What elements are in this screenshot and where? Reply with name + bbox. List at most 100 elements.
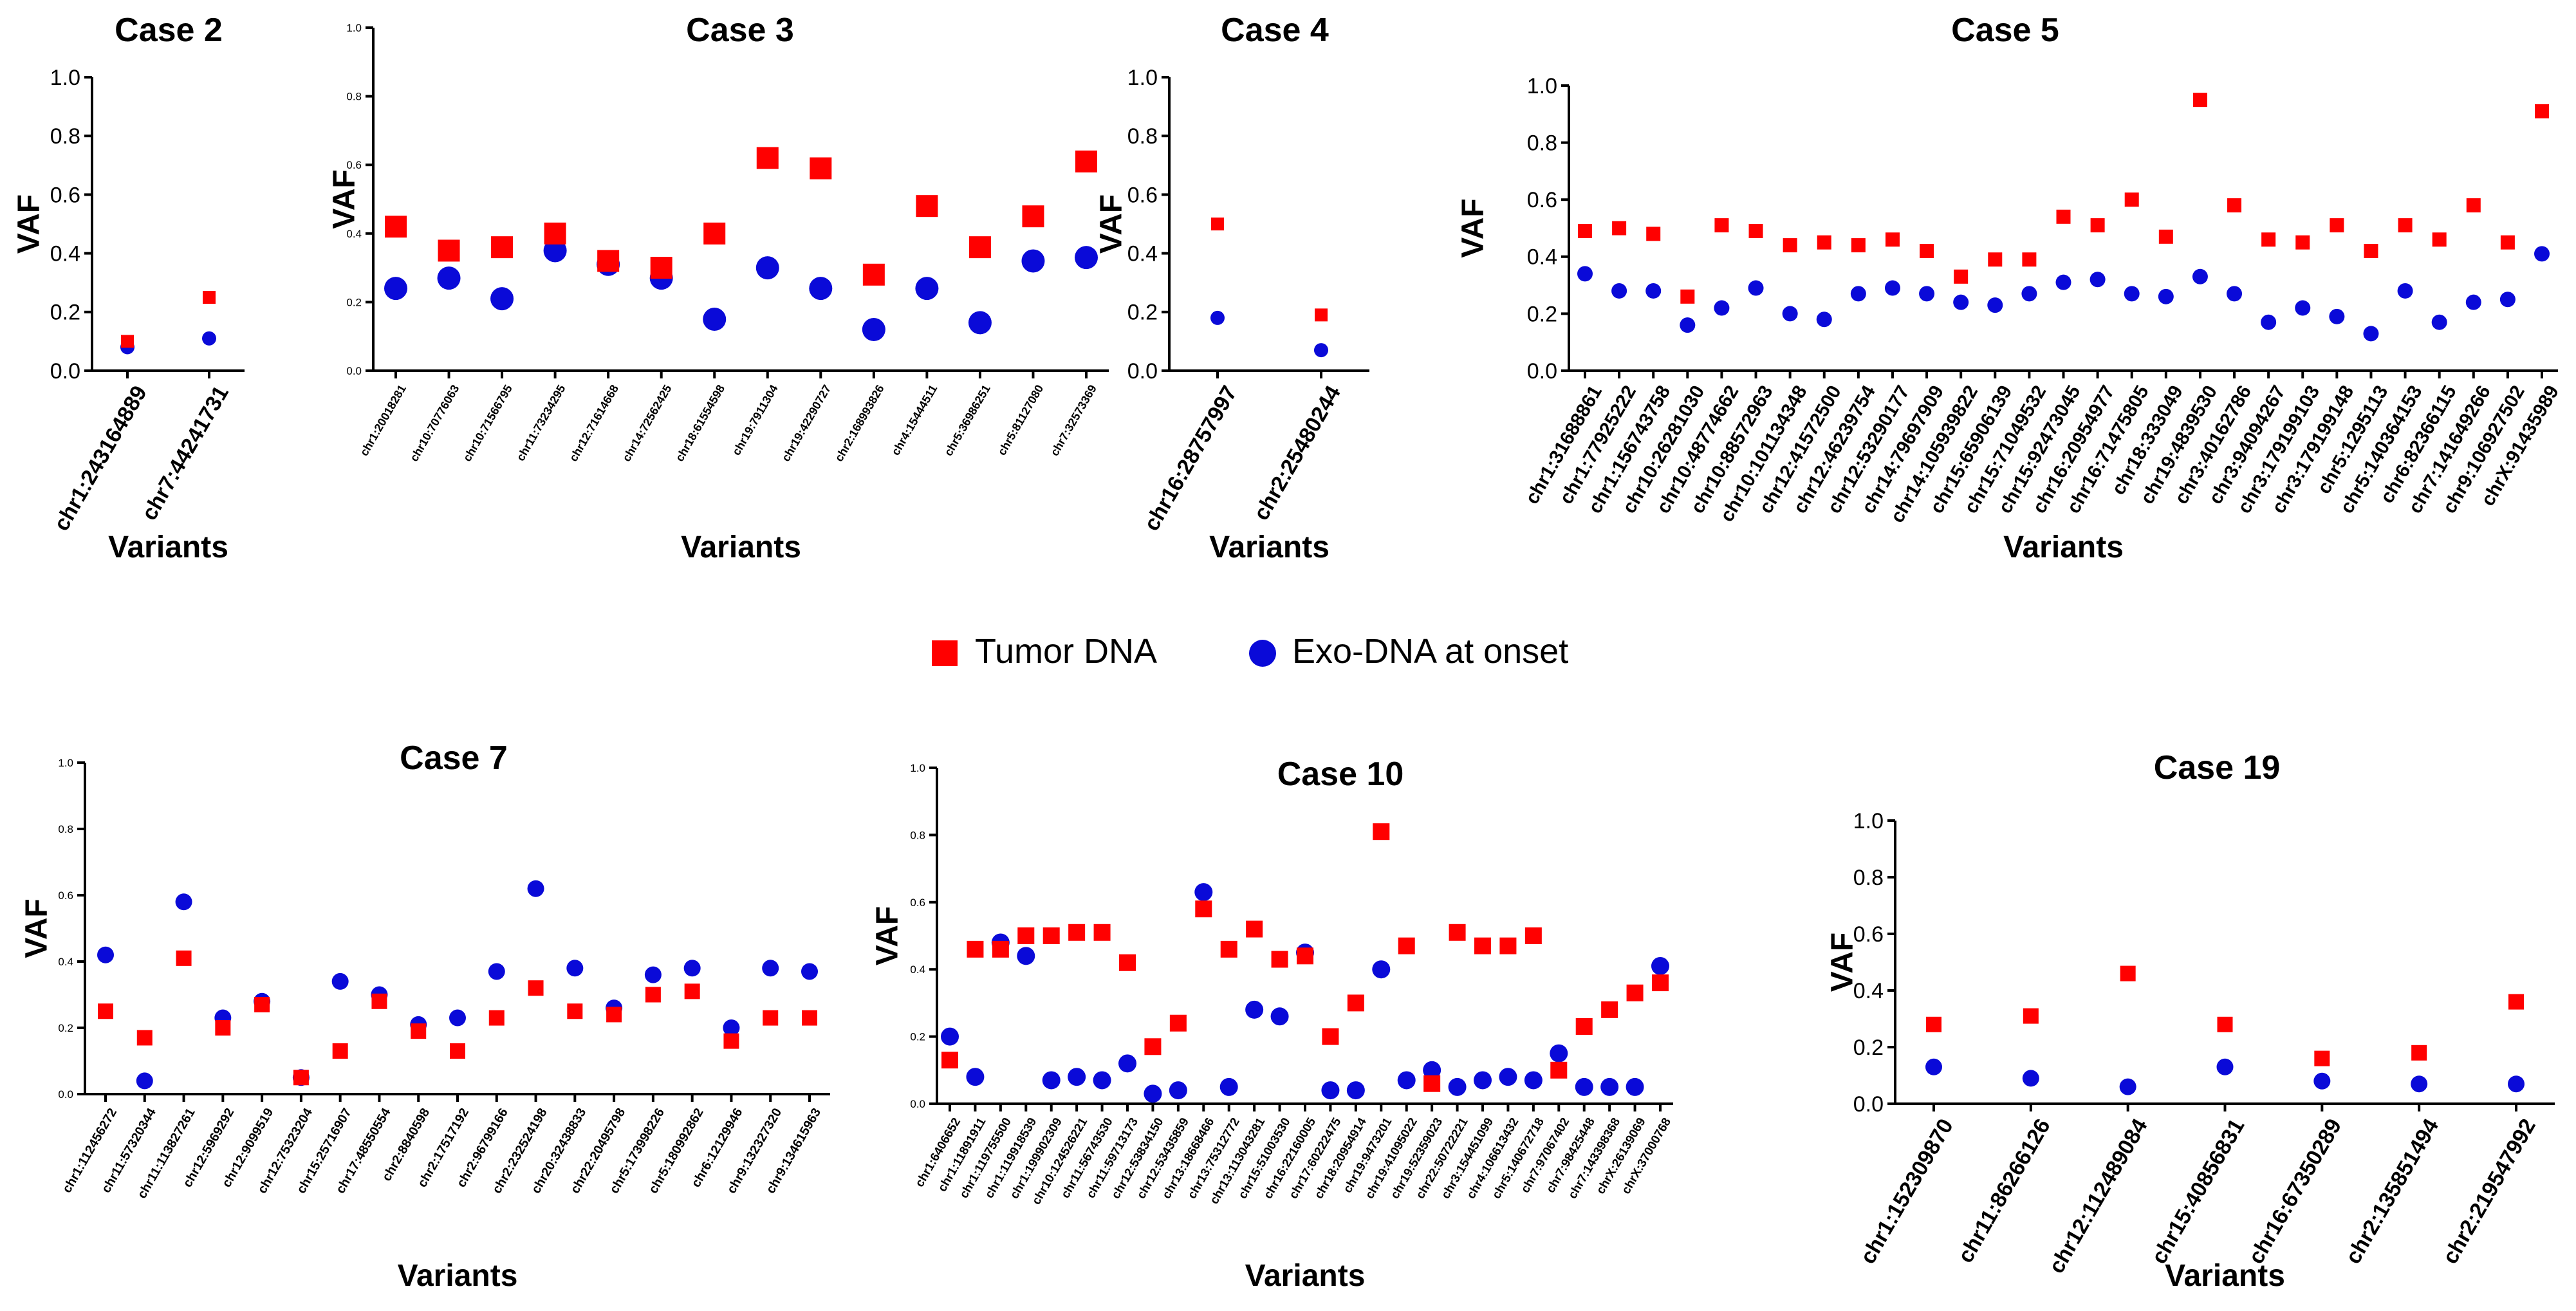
legend: Tumor DNA Exo-DNA at onset	[932, 632, 1568, 671]
case7-ytick-label: 0.6	[58, 889, 73, 902]
case19-ytick-label: 0.0	[1853, 1092, 1884, 1117]
case7-exo-point	[527, 880, 544, 897]
case3-exo-point	[384, 277, 407, 301]
case3-tumor-point	[1022, 205, 1044, 228]
case10-tumor-point	[1474, 937, 1491, 954]
case10-exo-point	[1042, 1071, 1061, 1090]
case10-exo-point	[1372, 960, 1391, 979]
case10-ytick-label: 0.0	[910, 1098, 925, 1110]
case3-xtick-label: chr2:168993826	[832, 382, 886, 463]
case4-xtick-label: chr16:28757997	[1139, 382, 1242, 535]
case19-xtick-label: chr16:67350289	[2244, 1115, 2347, 1268]
case19-tumor-point	[2411, 1045, 2427, 1061]
case5-exo-point	[2227, 286, 2243, 302]
case5-exo-point	[1782, 306, 1798, 322]
case5-exo-point	[1816, 311, 1832, 328]
case2-ytick-label: 1.0	[50, 66, 80, 90]
case10-exo-point	[1575, 1077, 1593, 1096]
case7-tumor-point	[215, 1020, 231, 1036]
case10-tumor-point	[1169, 1014, 1187, 1032]
case7-tumor-point	[332, 1043, 348, 1059]
case10-exo-point	[1270, 1007, 1289, 1026]
case19-exo-point	[2508, 1075, 2525, 1093]
case19-tumor-point	[1926, 1016, 1941, 1032]
case7-exo-point	[723, 1019, 740, 1036]
case19-xtick-label: chr1:152309870	[1855, 1115, 1958, 1268]
case10-xlabel: Variants	[1245, 1259, 1366, 1293]
case2-ytick-label: 0.8	[50, 124, 80, 149]
case10-chart: Case 100.00.20.40.60.81.0VAFchr1:6406652…	[871, 756, 1674, 1293]
case3-xtick-label: chr14:72562425	[620, 382, 674, 463]
case19-xtick-label: chr2:219547992	[2438, 1115, 2541, 1268]
case3-title: Case 3	[686, 12, 794, 49]
case4-ytick-label: 0.2	[1127, 301, 1158, 325]
case5-exo-point	[1987, 297, 2003, 313]
case3-tumor-point	[703, 222, 726, 245]
case5-tumor-point	[1748, 223, 1763, 238]
case5-exo-point	[2192, 268, 2208, 284]
case4-ytick-label: 0.6	[1127, 183, 1158, 207]
case2-chart: Case 20.00.20.40.60.81.0VAFchr1:24316488…	[12, 12, 245, 564]
case7-tumor-point	[411, 1023, 427, 1039]
case19-xtick-label: chr15:40856831	[2147, 1115, 2250, 1268]
case10-tumor-point	[1449, 924, 1466, 941]
case10-tumor-point	[1220, 940, 1237, 958]
case3-chart: Case 3 0.0 0.2 0.4 0.6 0.8 1.0 VAF chr1:20018281…	[328, 12, 1109, 564]
case7-tumor-point	[136, 1030, 153, 1046]
case10-tumor-point	[1271, 951, 1288, 968]
case7-tumor-point	[450, 1043, 465, 1059]
case10-exo-point	[1499, 1068, 1517, 1086]
case19-tumor-point	[2023, 1008, 2039, 1024]
case4-exo-point	[1210, 310, 1225, 325]
case19-ytick-label: 0.6	[1853, 922, 1884, 947]
case10-tumor-point	[1093, 924, 1111, 941]
case10-ytick-label: 0.6	[910, 897, 925, 909]
case19-title: Case 19	[2154, 749, 2281, 786]
case4-ytick-label: 1.0	[1127, 66, 1158, 90]
case5-tumor-point	[2398, 218, 2413, 233]
case3-xtick-label: chr1:20018281	[358, 382, 409, 458]
case3-tumor-point	[597, 250, 620, 272]
case5-exo-point	[2158, 288, 2174, 304]
case5-tumor-point	[1783, 238, 1797, 253]
case10-tumor-point	[941, 1052, 958, 1069]
legend-exo-marker	[1249, 640, 1276, 667]
case5-exo-point	[2021, 286, 2037, 302]
case7-exo-point	[175, 893, 192, 911]
case10-ytick-label: 0.4	[910, 963, 925, 976]
case5-exo-point	[1850, 286, 1866, 302]
case3-exo-point	[862, 318, 885, 342]
case3-xtick-label: chr5:36986251	[941, 382, 992, 458]
case5-ytick-label: 1.0	[1527, 74, 1557, 98]
case3-tumor-point	[916, 195, 938, 218]
case5-tumor-point	[1851, 238, 1866, 253]
case10-exo-point	[1245, 1000, 1264, 1019]
case3-xtick-label: chr10:70776063	[407, 382, 461, 463]
case3-xtick-label: chr11:73234295	[514, 382, 568, 463]
case3-tumor-point	[438, 239, 460, 262]
case19-xlabel: Variants	[2165, 1259, 2285, 1293]
case5-tumor-point	[1954, 269, 1969, 284]
case5-tumor-point	[1817, 235, 1831, 250]
case19-exo-point	[2216, 1058, 2234, 1075]
case5-exo-point	[1714, 300, 1730, 316]
case4-tumor-point	[1315, 308, 1328, 322]
case5-exo-point	[1680, 317, 1696, 333]
case19-exo-point	[2411, 1075, 2428, 1093]
case5-tumor-point	[2056, 209, 2071, 224]
case4-title: Case 4	[1221, 12, 1329, 49]
case5-tumor-point	[2535, 104, 2549, 118]
case10-tumor-point	[1297, 947, 1313, 965]
case10-exo-point	[1600, 1077, 1619, 1096]
case7-tumor-point	[176, 950, 192, 966]
charts-layer: Case 20.00.20.40.60.81.0VAFchr1:24316488…	[12, 12, 2563, 1293]
case5-ytick-label: 0.4	[1527, 245, 1557, 270]
case4-chart: Case 4 0.0 0.2 0.4 0.6 0.8 1.0 VAF chr16:2875799…	[1095, 12, 1369, 564]
case10-tumor-point	[1017, 927, 1035, 944]
case3-exo-point	[1075, 246, 1098, 270]
case7-ytick-label: 0.2	[58, 1022, 73, 1034]
case5-exo-point	[2499, 292, 2516, 308]
case19-exo-point	[2022, 1070, 2039, 1087]
case10-exo-point	[1524, 1071, 1543, 1090]
